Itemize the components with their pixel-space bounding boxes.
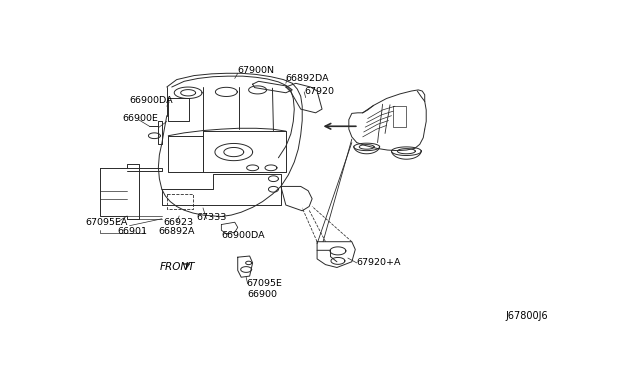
Text: 66900DA: 66900DA [221,231,265,240]
Text: 67920: 67920 [304,87,334,96]
Text: 66900: 66900 [248,290,278,299]
Text: 67900N: 67900N [237,67,275,76]
Text: 67095EA: 67095EA [85,218,127,227]
Text: 67333: 67333 [196,213,227,222]
Text: 66900DA: 66900DA [129,96,173,105]
Text: 66892DA: 66892DA [286,74,330,83]
Text: FRONT: FRONT [159,263,195,273]
Text: 67095E: 67095E [246,279,282,288]
Text: 66901: 66901 [117,227,147,236]
Text: 66923: 66923 [163,218,193,227]
Text: 66892A: 66892A [158,227,195,236]
Text: 67920+A: 67920+A [356,259,401,267]
Text: 66900E: 66900E [122,114,158,123]
Text: J67800J6: J67800J6 [506,311,548,321]
